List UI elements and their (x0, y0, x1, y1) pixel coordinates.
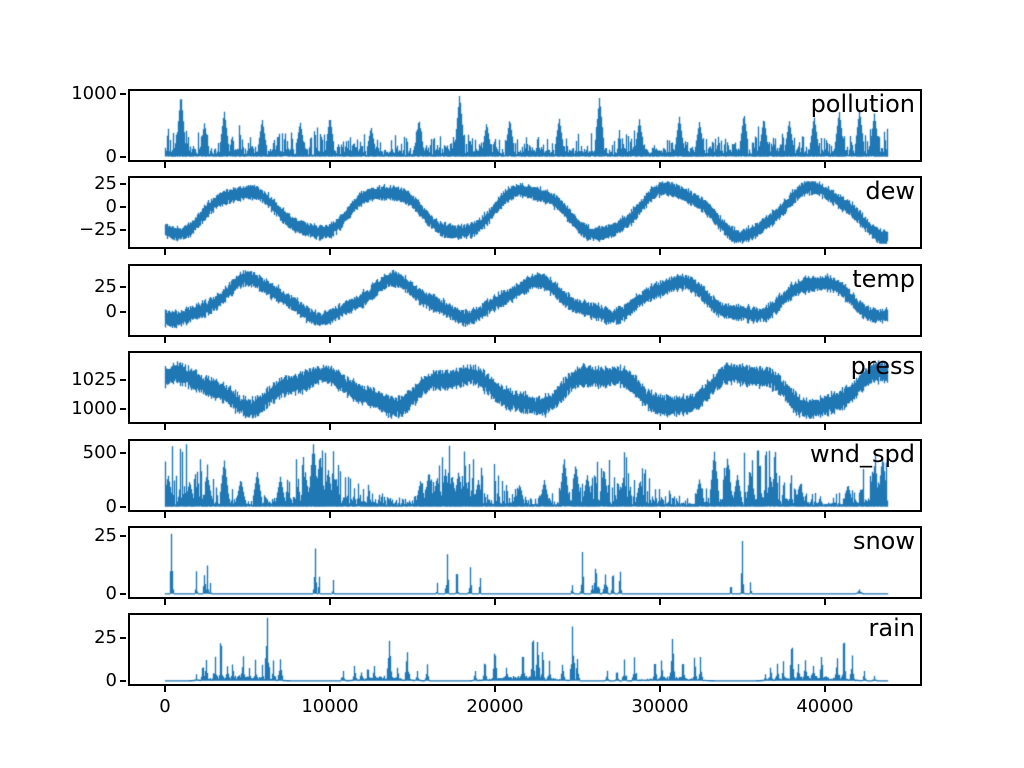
x-tick-mark (823, 512, 826, 518)
y-tick-label-wnd_spd: 0 (105, 495, 117, 517)
x-tick-label: 30000 (631, 696, 689, 717)
y-tick-label-pollution: 1000 (71, 82, 117, 104)
x-tick-mark (658, 337, 661, 343)
y-tick-mark-press (120, 379, 126, 382)
x-tick-mark (163, 686, 166, 692)
x-tick-mark (163, 162, 166, 168)
y-tick-mark-dew (120, 229, 126, 232)
chart-panel-dew: dew (128, 176, 922, 249)
series-canvas-dew (130, 178, 920, 247)
y-tick-mark-rain (120, 679, 126, 682)
chart-panel-snow: snow (128, 526, 922, 599)
x-tick-mark (493, 162, 496, 168)
x-tick-mark (823, 162, 826, 168)
y-tick-label-press: 1000 (71, 397, 117, 419)
y-tick-label-snow: 25 (94, 524, 117, 546)
y-tick-mark-wnd_spd (120, 452, 126, 455)
x-tick-mark (328, 512, 331, 518)
x-tick-mark (493, 424, 496, 430)
panel-label-pollution: pollution (810, 90, 915, 118)
y-tick-mark-temp (120, 285, 126, 288)
y-tick-mark-press (120, 407, 126, 410)
x-tick-mark (658, 249, 661, 255)
y-tick-label-dew: −25 (79, 219, 117, 241)
x-tick-mark (328, 162, 331, 168)
y-tick-label-snow: 0 (105, 582, 117, 604)
x-tick-mark (823, 686, 826, 692)
x-tick-mark (493, 337, 496, 343)
x-tick-mark (163, 337, 166, 343)
x-tick-mark (658, 424, 661, 430)
x-tick-mark (163, 424, 166, 430)
x-tick-label: 20000 (466, 696, 524, 717)
series-canvas-pollution (130, 91, 920, 160)
y-tick-label-temp: 0 (105, 301, 117, 323)
x-tick-mark (823, 337, 826, 343)
series-canvas-rain (130, 615, 920, 684)
y-tick-mark-snow (120, 592, 126, 595)
x-tick-mark (823, 599, 826, 605)
x-tick-mark (328, 686, 331, 692)
y-tick-mark-wnd_spd (120, 505, 126, 508)
y-tick-label-dew: 25 (94, 172, 117, 194)
x-tick-mark (163, 512, 166, 518)
x-tick-mark (328, 337, 331, 343)
x-tick-mark (163, 249, 166, 255)
x-tick-mark (328, 424, 331, 430)
series-canvas-press (130, 353, 920, 422)
chart-panel-rain: rain (128, 613, 922, 686)
x-tick-label: 0 (159, 696, 171, 717)
y-tick-mark-temp (120, 311, 126, 314)
y-tick-label-press: 1025 (71, 369, 117, 391)
chart-panel-wnd_spd: wnd_spd (128, 439, 922, 512)
x-tick-mark (493, 599, 496, 605)
chart-panel-press: press (128, 351, 922, 424)
x-tick-mark (163, 599, 166, 605)
panel-label-press: press (850, 352, 915, 380)
y-tick-mark-rain (120, 636, 126, 639)
series-canvas-wnd_spd (130, 441, 920, 510)
x-tick-mark (823, 424, 826, 430)
chart-panel-temp: temp (128, 264, 922, 337)
y-tick-mark-snow (120, 534, 126, 537)
y-tick-label-rain: 0 (105, 669, 117, 691)
x-tick-mark (658, 686, 661, 692)
x-tick-mark (658, 599, 661, 605)
x-tick-label: 40000 (796, 696, 854, 717)
y-tick-label-wnd_spd: 500 (82, 442, 117, 464)
panel-label-rain: rain (868, 614, 915, 642)
x-tick-mark (658, 162, 661, 168)
x-tick-label: 10000 (301, 696, 359, 717)
chart-panel-pollution: pollution (128, 89, 922, 162)
panel-label-dew: dew (865, 177, 915, 205)
x-tick-mark (328, 599, 331, 605)
y-tick-mark-dew (120, 182, 126, 185)
y-tick-mark-dew (120, 205, 126, 208)
panel-label-snow: snow (852, 527, 915, 555)
y-tick-label-rain: 25 (94, 626, 117, 648)
x-tick-mark (328, 249, 331, 255)
panel-label-temp: temp (852, 265, 915, 293)
x-tick-mark (493, 249, 496, 255)
series-canvas-temp (130, 266, 920, 335)
panel-label-wnd_spd: wnd_spd (809, 440, 915, 468)
x-tick-mark (493, 686, 496, 692)
x-tick-mark (658, 512, 661, 518)
y-tick-label-pollution: 0 (105, 145, 117, 167)
y-tick-label-temp: 25 (94, 275, 117, 297)
y-tick-mark-pollution (120, 92, 126, 95)
y-tick-label-dew: 0 (105, 195, 117, 217)
series-canvas-snow (130, 528, 920, 597)
x-tick-mark (823, 249, 826, 255)
y-tick-mark-pollution (120, 155, 126, 158)
x-tick-mark (493, 512, 496, 518)
